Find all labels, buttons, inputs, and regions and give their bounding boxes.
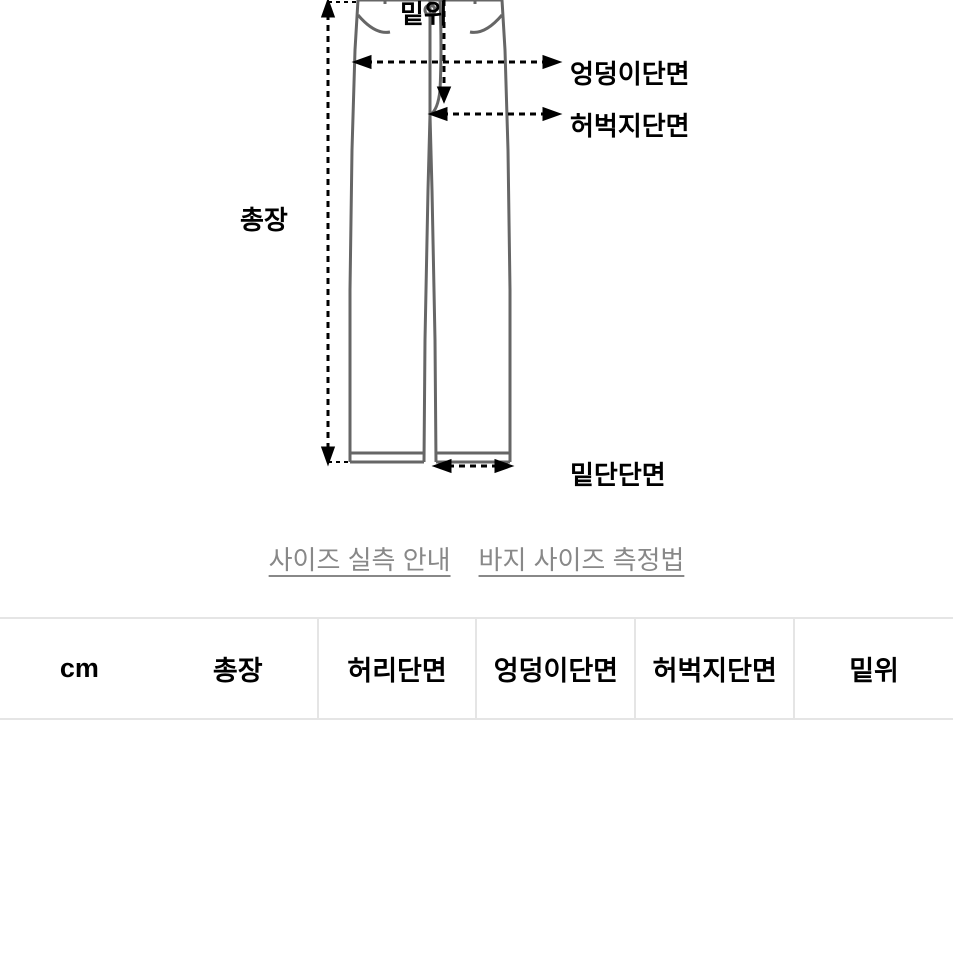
unit-header: cm [0, 618, 159, 719]
col-header: 밑위 [794, 618, 953, 719]
table-header-row: cm 총장 허리단면 엉덩이단면 허벅지단면 밑위 [0, 618, 953, 719]
size-table: cm 총장 허리단면 엉덩이단면 허벅지단면 밑위 [0, 617, 953, 720]
label-rise: 밑위 [400, 0, 448, 31]
label-thigh: 허벅지단면 [570, 106, 690, 143]
label-hip: 엉덩이단면 [570, 54, 690, 91]
link-measurement-guide[interactable]: 사이즈 실측 안내 [269, 540, 451, 577]
col-header: 엉덩이단면 [476, 618, 635, 719]
pants-outline-svg [280, 0, 580, 510]
links-row: 사이즈 실측 안내 바지 사이즈 측정법 [0, 540, 953, 577]
col-header: 허벅지단면 [635, 618, 794, 719]
link-pants-measure-method[interactable]: 바지 사이즈 측정법 [479, 540, 685, 577]
col-header: 허리단면 [318, 618, 477, 719]
pants-diagram: 밑위 엉덩이단면 허벅지단면 총장 밑단단면 [0, 0, 953, 530]
label-total-length: 총장 [240, 200, 288, 237]
col-header: 총장 [159, 618, 318, 719]
label-hem: 밑단단면 [570, 455, 666, 492]
